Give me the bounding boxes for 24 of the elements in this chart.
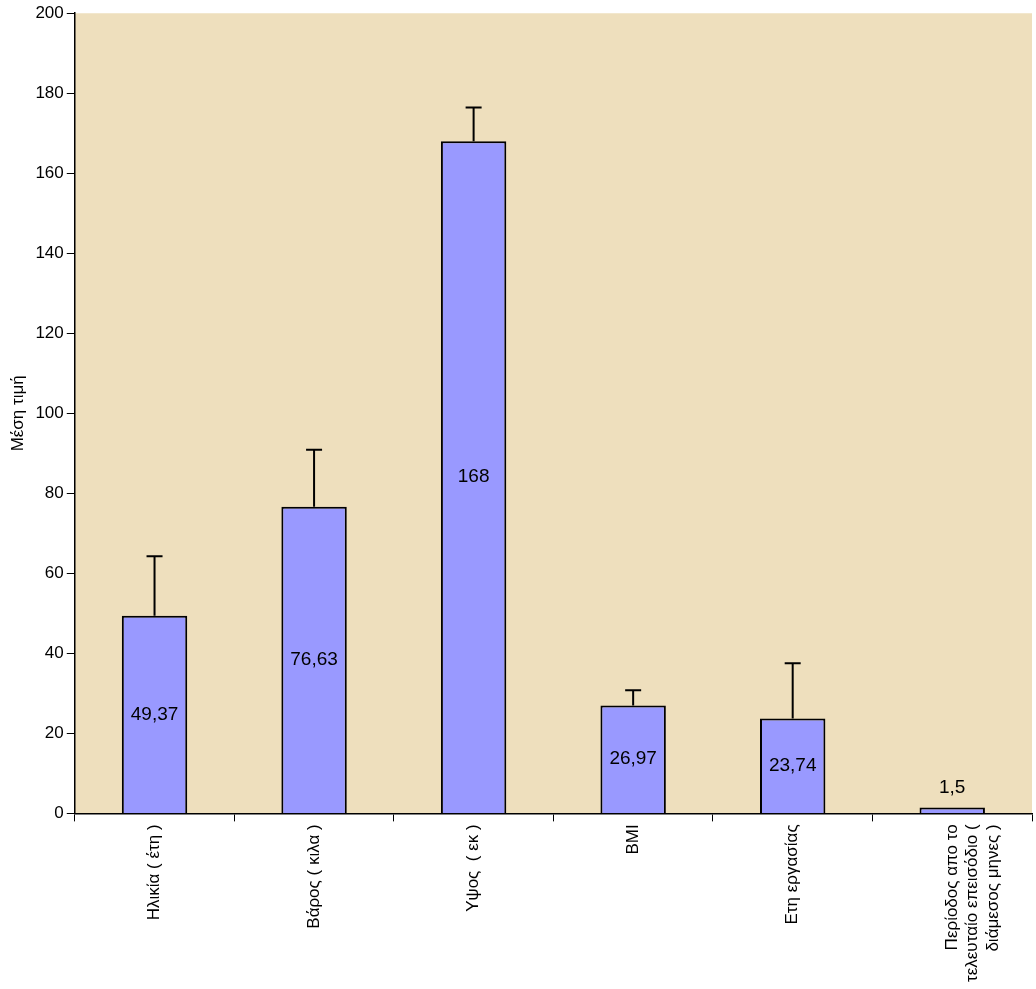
y-tick-label: 60	[44, 563, 64, 583]
data-label: 23,74	[768, 753, 817, 775]
y-tick-label: 20	[44, 723, 64, 743]
y-tick-label: 200	[35, 2, 64, 22]
x-tick-label: Ετη εργασίας	[782, 824, 802, 925]
data-label: 76,63	[290, 648, 338, 670]
x-tick-label: Υψος ( εκ )	[463, 824, 483, 912]
y-tick-label: 140	[35, 242, 64, 262]
x-tick-label: Βάρος ( κιλα )	[303, 824, 323, 929]
y-axis-title: Μέση τιμή	[7, 375, 27, 452]
x-tick-label: BMI	[622, 824, 642, 855]
data-label: 1,5	[939, 775, 966, 797]
y-tick-label: 160	[35, 162, 64, 182]
x-tick-label: Ηλικία ( έτη )	[144, 824, 164, 921]
y-tick-label: 100	[35, 402, 64, 422]
data-label: 168	[457, 465, 490, 487]
y-tick-label: 40	[44, 643, 64, 663]
y-tick-label: 120	[35, 322, 64, 342]
y-tick-label: 80	[44, 483, 64, 502]
y-tick-label: 0	[54, 803, 64, 823]
x-tick-label: Περίοδος απο το τελευταίο επεισόδιο ( διάμεσος μηνες )	[941, 824, 1002, 983]
y-tick-label: 180	[35, 82, 64, 102]
data-label: 49,37	[130, 702, 179, 724]
data-label: 26,97	[609, 747, 657, 769]
